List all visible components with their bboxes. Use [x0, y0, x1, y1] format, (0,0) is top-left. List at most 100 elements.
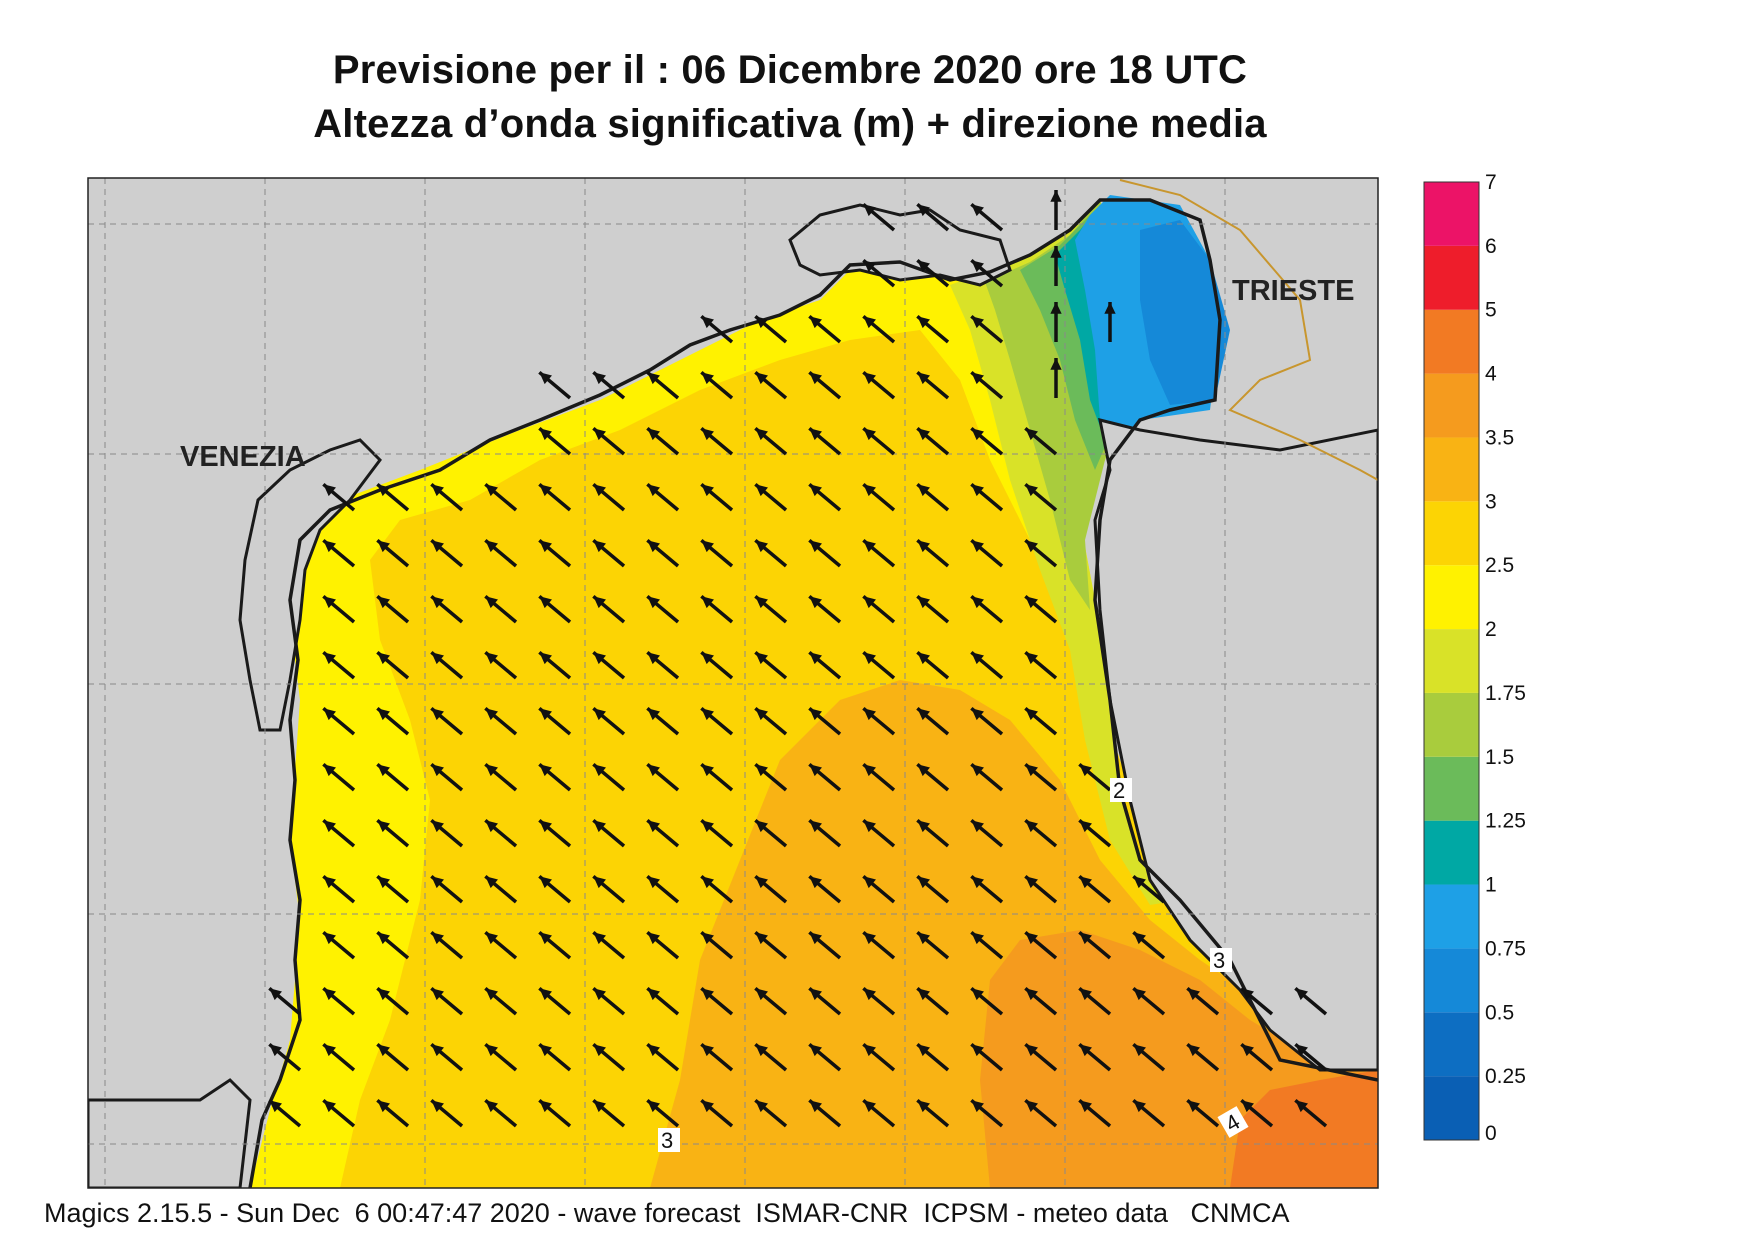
map-frame [87, 177, 1379, 1189]
contour-label: 2 [1113, 778, 1125, 803]
direction-arrow [538, 930, 572, 960]
direction-arrow [430, 1042, 464, 1072]
direction-arrow [970, 818, 1004, 848]
colorbar-swatch [1424, 692, 1479, 757]
direction-arrow [322, 1098, 356, 1128]
direction-arrow [1078, 986, 1112, 1016]
direction-arrow [538, 706, 572, 736]
direction-arrow [592, 650, 626, 680]
colorbar-tick-label: 7 [1485, 171, 1497, 194]
direction-arrow [862, 930, 896, 960]
direction-arrow [916, 818, 950, 848]
direction-arrow [700, 762, 734, 792]
direction-arrow [592, 818, 626, 848]
direction-arrow [430, 650, 464, 680]
direction-arrow [538, 594, 572, 624]
direction-arrow [1024, 930, 1058, 960]
direction-arrow [646, 986, 680, 1016]
direction-arrow [430, 818, 464, 848]
colorbar-legend: 0 0.25 0.5 0.75 1 1.25 1.5 1.75 2 2.5 3 3.5 4 5 6 7 [1423, 171, 1526, 1145]
direction-arrow [970, 258, 1004, 288]
direction-arrow [1186, 1098, 1220, 1128]
direction-arrow [430, 482, 464, 512]
direction-arrow [592, 986, 626, 1016]
direction-arrow [754, 930, 788, 960]
colorbar-swatch [1424, 373, 1479, 438]
direction-arrow [862, 650, 896, 680]
direction-arrow [700, 314, 734, 344]
direction-arrow [754, 538, 788, 568]
direction-arrow [322, 538, 356, 568]
colorbar-tick-label: 2 [1485, 618, 1497, 641]
direction-arrow [538, 762, 572, 792]
direction-arrow [916, 202, 950, 232]
colorbar-swatch [1424, 629, 1479, 693]
direction-arrow [754, 986, 788, 1016]
direction-arrow [754, 874, 788, 904]
direction-arrow [862, 818, 896, 848]
direction-arrow [970, 986, 1004, 1016]
direction-arrow [862, 762, 896, 792]
direction-arrow [1294, 986, 1328, 1016]
direction-arrow [916, 426, 950, 456]
direction-arrow [646, 370, 680, 400]
direction-arrow [322, 706, 356, 736]
direction-arrow [430, 874, 464, 904]
direction-arrow [700, 706, 734, 736]
direction-arrow [754, 594, 788, 624]
direction-arrow [916, 650, 950, 680]
direction-arrow [646, 594, 680, 624]
direction-arrow [700, 874, 734, 904]
direction-arrow [646, 706, 680, 736]
sea-band-0.5-0.75 [1140, 220, 1230, 405]
direction-arrow [484, 762, 518, 792]
direction-arrow [700, 370, 734, 400]
direction-arrow [322, 930, 356, 960]
direction-arrow [862, 1098, 896, 1128]
colorbar-tick-label: 3.5 [1485, 426, 1514, 449]
city-label-trieste: TRIESTE [1232, 275, 1354, 307]
direction-arrow [646, 1042, 680, 1072]
direction-arrow [376, 930, 410, 960]
direction-arrow [862, 426, 896, 456]
direction-arrow [916, 538, 950, 568]
direction-arrow [430, 594, 464, 624]
colorbar-tick-label: 0.75 [1485, 937, 1526, 960]
direction-arrow [592, 874, 626, 904]
colorbar-swatch [1424, 1076, 1479, 1140]
direction-arrow [808, 874, 842, 904]
direction-arrow [430, 706, 464, 736]
direction-arrow [484, 1098, 518, 1128]
colorbar-tick-label: 4 [1485, 363, 1497, 386]
direction-arrow [970, 706, 1004, 736]
direction-arrow [862, 258, 896, 288]
direction-arrow [1132, 1098, 1166, 1128]
colorbar-swatch [1424, 501, 1479, 566]
colorbar-tick-label: 3 [1485, 490, 1497, 513]
direction-arrow [970, 930, 1004, 960]
contour-label-bg [658, 1128, 680, 1152]
direction-arrow [700, 1042, 734, 1072]
direction-arrow [970, 594, 1004, 624]
direction-arrow [646, 650, 680, 680]
direction-arrow [1024, 426, 1058, 456]
direction-arrow [376, 762, 410, 792]
colorbar-swatch [1424, 309, 1479, 374]
direction-arrow [484, 818, 518, 848]
direction-arrow [484, 930, 518, 960]
direction-arrow [1132, 930, 1166, 960]
direction-arrow [322, 1042, 356, 1072]
direction-arrow [916, 986, 950, 1016]
direction-arrow [538, 874, 572, 904]
direction-arrow [484, 874, 518, 904]
direction-arrow [700, 986, 734, 1016]
istria-land [1093, 417, 1378, 1072]
direction-arrow [322, 650, 356, 680]
direction-arrow [700, 650, 734, 680]
direction-arrow [592, 1042, 626, 1072]
direction-arrow [862, 314, 896, 344]
direction-arrow [484, 986, 518, 1016]
direction-arrow [376, 594, 410, 624]
direction-arrow [916, 314, 950, 344]
direction-arrow [1024, 706, 1058, 736]
